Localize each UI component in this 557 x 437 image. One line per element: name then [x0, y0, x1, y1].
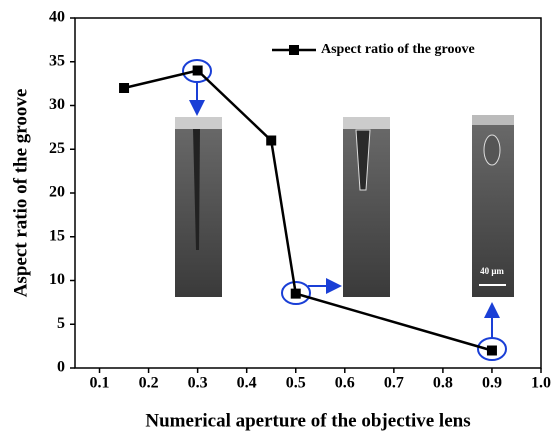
x-tick-label: 0.6 [335, 375, 355, 392]
x-tick-label: 0.1 [90, 375, 110, 392]
data-point [266, 135, 277, 146]
y-tick-label: 15 [49, 227, 65, 244]
x-tick-label: 0.3 [188, 375, 208, 392]
data-point [119, 83, 130, 93]
x-axis-label: Numerical aperture of the objective lens [145, 410, 470, 431]
data-point [290, 288, 301, 299]
y-tick-label: 10 [49, 271, 65, 288]
x-tick-label: 0.9 [482, 375, 502, 392]
data-point [192, 65, 203, 76]
inset-images: 40 μm [175, 115, 514, 297]
y-tick-label: 25 [49, 140, 65, 157]
plot-frame [74, 17, 542, 369]
y-tick-label: 35 [49, 52, 65, 69]
x-tick-label: 0.2 [139, 375, 159, 392]
x-tick-label: 0.5 [286, 375, 306, 392]
data-point [486, 345, 497, 356]
y-axis-label: Aspect ratio of the groove [10, 89, 31, 298]
x-tick-label: 0.4 [237, 375, 257, 392]
annotations [182, 59, 507, 361]
x-tick-label: 0.7 [384, 375, 404, 392]
x-tick-label: 0.8 [433, 375, 453, 392]
y-tick-label: 5 [57, 315, 65, 332]
y-tick-label: 0 [57, 359, 65, 376]
y-tick-label: 30 [49, 96, 65, 113]
scale-bar-label: 40 μm [480, 266, 504, 276]
y-tick-label: 40 [49, 9, 65, 26]
legend-label: Aspect ratio of the groove [321, 42, 475, 57]
x-tick-label: 1.0 [531, 375, 551, 392]
y-tick-label: 20 [49, 184, 65, 201]
legend-marker [289, 45, 299, 55]
